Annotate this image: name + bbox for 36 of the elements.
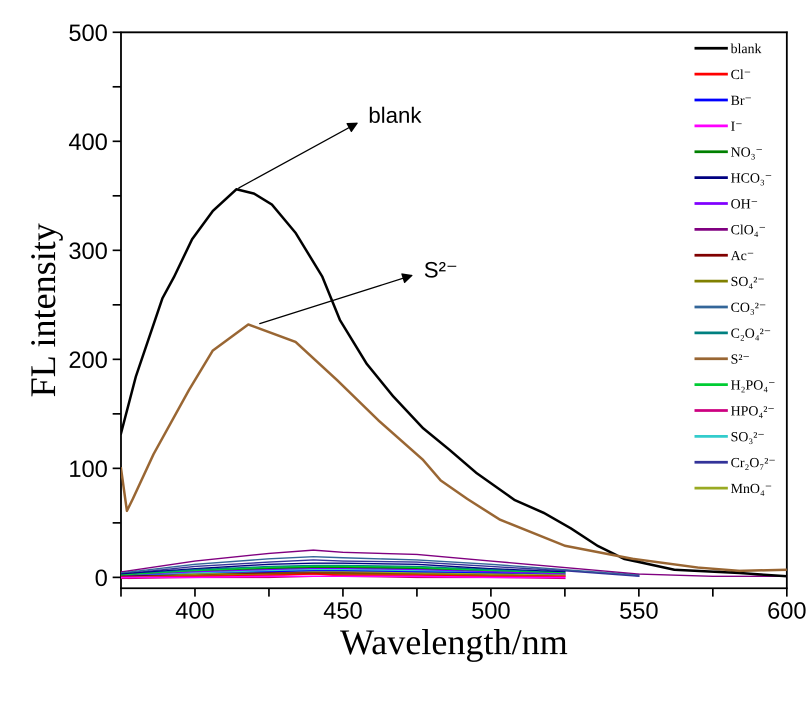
legend-label: I⁻ [731, 122, 742, 131]
line-series [120, 559, 640, 577]
legend-label: Br⁻ [731, 96, 751, 105]
legend-label: Ac⁻ [730, 250, 754, 260]
legend-label: blank [730, 43, 762, 54]
legend-label: C₂O₄²⁻ [731, 328, 770, 341]
legend-label: HPO₄²⁻ [731, 406, 774, 418]
x-tick-label: 450 [324, 602, 362, 619]
legend-label: SO₃²⁻ [732, 432, 764, 444]
line-series [120, 323, 787, 572]
x-axis-title: Wavelength/nm [340, 629, 568, 662]
legend-label: Cl⁻ [731, 69, 750, 80]
x-tick-label: 600 [768, 602, 806, 619]
x-tick-label: 550 [620, 602, 658, 619]
legend-label: H₂PO₄⁻ [731, 380, 774, 392]
legend-label: CO₃²⁻ [731, 302, 766, 315]
y-tick-label: 200 [70, 351, 107, 368]
y-tick-label: 400 [68, 133, 107, 150]
legend-label: Cr₂O₇²⁻ [731, 458, 775, 470]
annotation: blank [370, 106, 422, 124]
y-axis-title: FL intensity [31, 223, 63, 396]
legend-label: HCO₃⁻ [731, 173, 772, 186]
x-tick-label: 400 [176, 602, 214, 619]
line-series [120, 556, 640, 576]
x-tick-label: 500 [472, 602, 510, 619]
legend-label: S²⁻ [732, 354, 749, 364]
y-tick-label: 300 [69, 242, 107, 260]
legend-label: ClO₄⁻ [731, 224, 766, 238]
y-tick-label: 0 [96, 569, 107, 586]
legend-label: NO₃⁻ [731, 147, 762, 160]
legend-label: OH⁻ [731, 199, 758, 209]
y-tick-label: 500 [69, 24, 107, 42]
legend-label: SO₄²⁻ [732, 276, 764, 289]
legend-label: MnO₄⁻ [731, 484, 772, 496]
annotation: S²⁻ [424, 262, 456, 278]
y-tick-label: 100 [70, 460, 107, 478]
